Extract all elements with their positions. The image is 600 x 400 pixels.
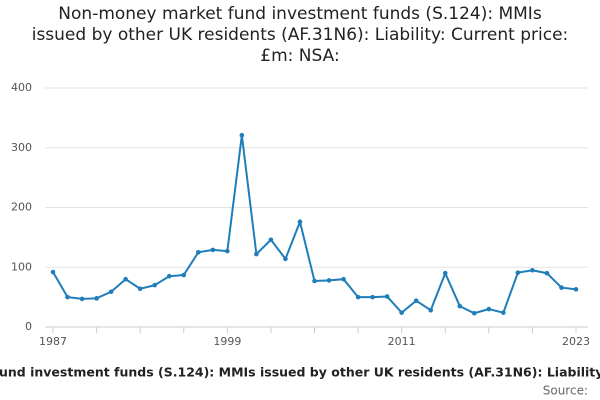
chart-title: Non-money market fund investment funds (… (31, 4, 569, 66)
data-point (428, 307, 434, 313)
data-point (370, 294, 375, 300)
data-point (283, 256, 288, 262)
data-point (515, 270, 521, 275)
data-point (384, 294, 390, 299)
data-line (52, 135, 577, 315)
data-point (559, 285, 564, 290)
x-tick-label: 2023 (562, 335, 590, 348)
data-point (65, 294, 70, 300)
data-point (544, 270, 550, 276)
data-point (152, 282, 157, 288)
x-tick-label: 1987 (39, 335, 67, 348)
data-point (268, 237, 274, 243)
data-point (94, 296, 99, 301)
y-tick-label: 100 (11, 260, 32, 273)
data-point (123, 276, 128, 282)
data-point (399, 310, 404, 315)
x-tick-label: 2011 (388, 335, 416, 348)
data-point (326, 278, 332, 283)
data-point (472, 310, 477, 316)
data-point (210, 247, 216, 253)
y-tick-label: 0 (25, 320, 32, 333)
data-point (297, 219, 303, 225)
data-point (457, 303, 463, 309)
data-point (530, 267, 535, 273)
y-tick-label: 200 (11, 201, 32, 214)
data-point (79, 296, 85, 302)
source: Source: (543, 384, 588, 398)
data-point (486, 306, 492, 312)
data-point (137, 286, 143, 292)
data-point (501, 310, 506, 315)
data-point (573, 287, 579, 292)
y-tick-label: 300 (11, 141, 32, 154)
data-point (413, 298, 419, 304)
data-point (181, 272, 187, 278)
data-point (341, 276, 346, 282)
data-point (50, 269, 56, 275)
data-point (312, 278, 317, 284)
data-point (239, 132, 245, 138)
data-point (254, 251, 259, 257)
data-point (442, 270, 448, 276)
data-point (108, 289, 114, 295)
data-point (195, 250, 201, 255)
y-tick-label: 400 (11, 81, 32, 94)
x-tick-label: 1999 (213, 335, 241, 348)
data-point (225, 248, 230, 254)
data-point (166, 273, 172, 279)
x-axis-label: und investment funds (S.124): MMIs issue… (0, 365, 600, 380)
data-point (355, 294, 361, 300)
